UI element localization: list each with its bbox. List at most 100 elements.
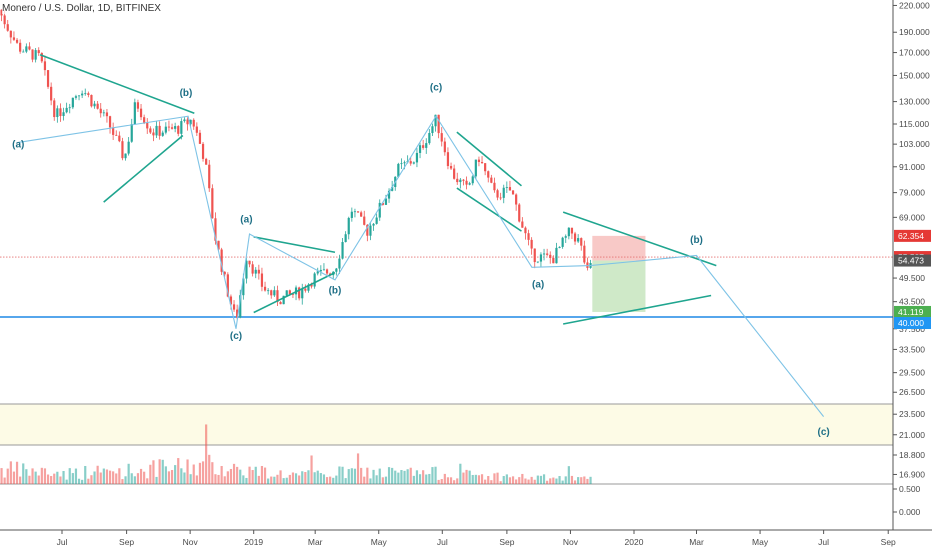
candle-body bbox=[25, 46, 28, 52]
price-tick-label: 91.000 bbox=[899, 162, 925, 172]
candle-body bbox=[304, 288, 307, 291]
candle-body bbox=[360, 212, 363, 217]
volume-bar bbox=[294, 473, 298, 484]
time-tick-label: Sep bbox=[119, 537, 134, 547]
candle-body bbox=[84, 93, 87, 95]
volume-bar bbox=[146, 478, 149, 484]
candle-body bbox=[236, 309, 239, 318]
volume-bar bbox=[307, 470, 310, 484]
candle-body bbox=[146, 122, 149, 129]
volume-bar bbox=[319, 473, 322, 484]
volume-bar bbox=[108, 470, 112, 484]
candle-body bbox=[177, 126, 180, 134]
volume-bar bbox=[87, 478, 90, 484]
volume-bar bbox=[338, 466, 341, 484]
time-tick-label: Jul bbox=[818, 537, 829, 547]
volume-bar bbox=[329, 476, 332, 484]
candle-body bbox=[577, 238, 580, 242]
candle-body bbox=[3, 15, 6, 25]
volume-bar bbox=[524, 478, 527, 484]
volume-bar bbox=[205, 424, 208, 484]
volume-bar bbox=[180, 468, 183, 484]
volume-bar bbox=[6, 468, 9, 484]
candle-body bbox=[542, 253, 546, 255]
volume-bar bbox=[487, 476, 490, 484]
volume-bar bbox=[378, 468, 381, 484]
candle-body bbox=[384, 198, 388, 205]
time-tick-label: Mar bbox=[689, 537, 704, 547]
trend-lines-layer bbox=[39, 53, 717, 325]
volume-bar bbox=[232, 463, 236, 484]
candle-body bbox=[285, 290, 288, 296]
candle-body bbox=[22, 51, 25, 53]
volume-bar bbox=[490, 480, 493, 484]
volume-bar bbox=[279, 470, 282, 484]
candle-body bbox=[291, 294, 295, 295]
volume-bar bbox=[136, 473, 140, 484]
candle-body bbox=[425, 143, 428, 148]
volume-bar bbox=[394, 470, 397, 484]
volume-bar bbox=[84, 465, 87, 484]
candle-body bbox=[561, 237, 564, 247]
volume-bar bbox=[527, 479, 530, 484]
volume-bar bbox=[53, 473, 56, 484]
candle-body bbox=[50, 86, 53, 101]
volume-bar bbox=[443, 473, 446, 484]
volume-bar bbox=[459, 463, 462, 484]
price-tick-label: 26.500 bbox=[899, 387, 925, 397]
volume-bar bbox=[170, 469, 174, 484]
candle-body bbox=[195, 126, 198, 133]
volume-bar bbox=[536, 475, 539, 484]
volume-bar bbox=[273, 476, 276, 484]
candle-body bbox=[87, 93, 90, 95]
volume-bar bbox=[564, 476, 567, 484]
time-tick-label: Jul bbox=[57, 537, 68, 547]
candle-body bbox=[139, 108, 143, 118]
candle-body bbox=[567, 227, 570, 237]
candle-body bbox=[338, 258, 341, 269]
volume-bar bbox=[425, 474, 428, 484]
candle-body bbox=[316, 271, 319, 274]
candle-body bbox=[511, 190, 515, 195]
candle-body bbox=[453, 168, 456, 179]
candle-body bbox=[279, 301, 282, 305]
time-tick-label: Mar bbox=[308, 537, 323, 547]
candle-body bbox=[518, 204, 521, 222]
volume-bar bbox=[353, 468, 357, 484]
volume-bar bbox=[369, 478, 372, 484]
volume-bar bbox=[484, 479, 487, 484]
volume-bar bbox=[468, 470, 471, 484]
wave-label: (b) bbox=[180, 88, 193, 99]
volume-bar bbox=[40, 467, 43, 484]
candle-body bbox=[530, 239, 533, 249]
candle-body bbox=[232, 304, 236, 310]
volume-bar bbox=[400, 470, 403, 484]
wave-label: (c) bbox=[430, 83, 442, 94]
candle-body bbox=[143, 117, 146, 123]
candle-body bbox=[152, 132, 155, 136]
candle-body bbox=[434, 114, 437, 127]
volume-bar bbox=[127, 463, 130, 484]
candle-body bbox=[174, 126, 177, 129]
volume-bar bbox=[332, 477, 335, 484]
price-tick-label: 49.500 bbox=[899, 273, 925, 283]
volume-bar bbox=[477, 475, 481, 484]
candle-body bbox=[310, 284, 313, 287]
candle-body bbox=[428, 133, 431, 144]
volume-bar bbox=[415, 470, 419, 484]
candle-body bbox=[273, 290, 276, 296]
wave-path-layer bbox=[18, 115, 825, 417]
price-tick-label: 220.000 bbox=[899, 0, 930, 10]
volume-bar bbox=[211, 462, 214, 484]
candle-body bbox=[322, 269, 326, 271]
candle-body bbox=[192, 119, 195, 127]
candle-body bbox=[65, 107, 68, 113]
volume-bar bbox=[549, 478, 552, 484]
volume-bar bbox=[530, 476, 533, 484]
candle-body bbox=[155, 125, 158, 136]
candle-body bbox=[403, 162, 406, 164]
price-tick-label: 23.500 bbox=[899, 409, 925, 419]
price-tick-label: 43.500 bbox=[899, 297, 925, 307]
